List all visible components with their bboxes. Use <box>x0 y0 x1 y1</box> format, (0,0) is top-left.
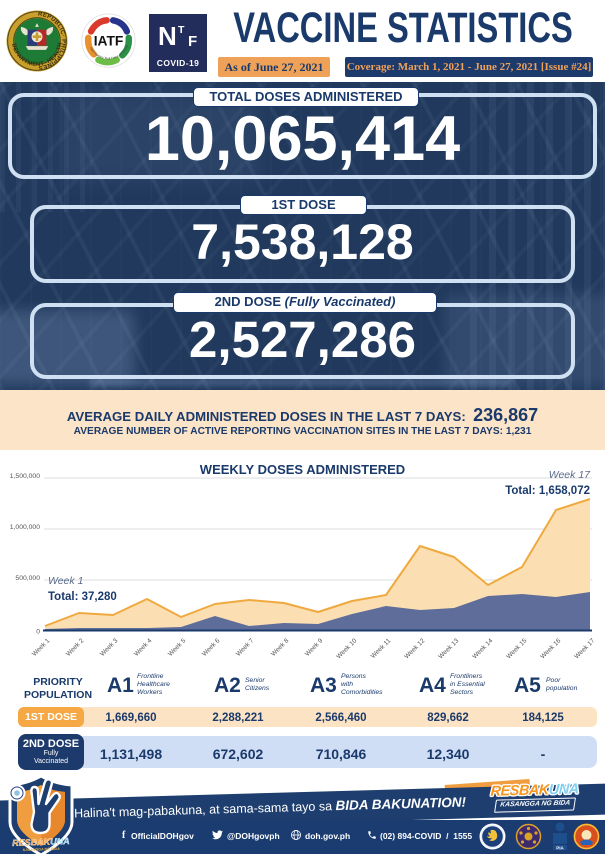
svg-text:Week 5: Week 5 <box>167 637 188 658</box>
svg-text:Week 7: Week 7 <box>235 637 256 658</box>
svg-text:Week 9: Week 9 <box>304 637 325 658</box>
svg-text:Week 17: Week 17 <box>573 637 596 660</box>
svg-text:Week 8: Week 8 <box>270 637 291 658</box>
svg-text:500,000: 500,000 <box>15 575 40 582</box>
svg-text:Week 2: Week 2 <box>65 637 86 658</box>
svg-text:Week 11: Week 11 <box>370 637 393 660</box>
svg-text:KASANGGA NG BIDA: KASANGGA NG BIDA <box>23 847 61 852</box>
svg-text:PIA: PIA <box>556 846 564 851</box>
svg-text:Week 1: Week 1 <box>31 637 52 658</box>
svg-text:IATF: IATF <box>94 34 124 49</box>
svg-text:Week 4: Week 4 <box>133 637 154 658</box>
svg-text:1,000,000: 1,000,000 <box>10 524 40 531</box>
svg-text:Week 17: Week 17 <box>549 469 591 481</box>
svg-text:Week 14: Week 14 <box>471 637 494 660</box>
svg-text:Week 3: Week 3 <box>99 637 120 658</box>
svg-text:Week 1: Week 1 <box>48 575 83 587</box>
svg-text:Week 10: Week 10 <box>335 637 358 660</box>
svg-text:Week 6: Week 6 <box>201 637 222 658</box>
svg-text:0: 0 <box>36 629 40 636</box>
svg-text:Week 16: Week 16 <box>539 637 562 660</box>
svg-text:Week 13: Week 13 <box>437 637 460 660</box>
svg-text:Week 12: Week 12 <box>403 637 426 660</box>
svg-text:RESBAKUNA: RESBAKUNA <box>12 836 70 848</box>
svg-text:Total: 37,280: Total: 37,280 <box>48 591 117 603</box>
svg-text:1,500,000: 1,500,000 <box>10 473 40 480</box>
svg-text:Week 15: Week 15 <box>505 637 528 660</box>
svg-text:Total: 1,658,072: Total: 1,658,072 <box>505 485 590 497</box>
